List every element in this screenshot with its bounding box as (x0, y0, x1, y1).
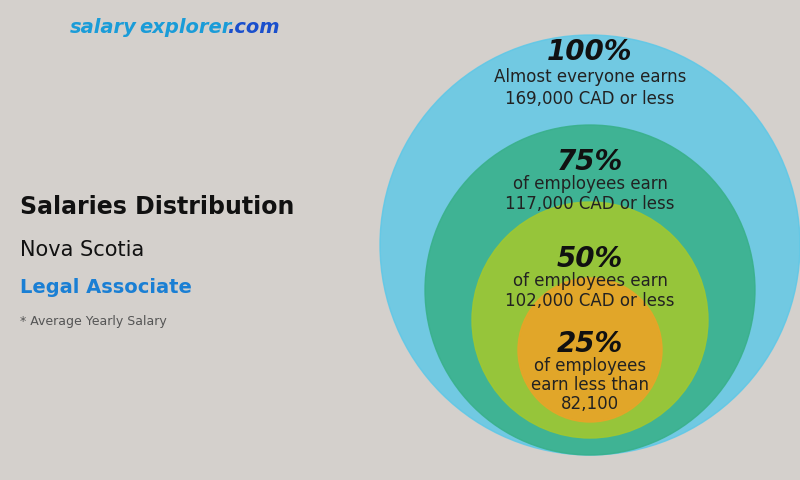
Text: 117,000 CAD or less: 117,000 CAD or less (506, 195, 674, 213)
Circle shape (425, 125, 755, 455)
Text: 25%: 25% (557, 330, 623, 358)
Text: 82,100: 82,100 (561, 395, 619, 413)
Text: Almost everyone earns: Almost everyone earns (494, 68, 686, 86)
Text: Legal Associate: Legal Associate (20, 278, 192, 297)
Text: 169,000 CAD or less: 169,000 CAD or less (506, 90, 674, 108)
Text: earn less than: earn less than (531, 376, 649, 394)
Text: .com: .com (227, 18, 280, 37)
Text: 102,000 CAD or less: 102,000 CAD or less (506, 292, 674, 310)
Text: 100%: 100% (547, 38, 633, 66)
Text: * Average Yearly Salary: * Average Yearly Salary (20, 315, 166, 328)
Circle shape (472, 202, 708, 438)
Text: Nova Scotia: Nova Scotia (20, 240, 144, 260)
Text: 75%: 75% (557, 148, 623, 176)
Circle shape (380, 35, 800, 455)
Circle shape (518, 278, 662, 422)
Text: explorer: explorer (139, 18, 231, 37)
Text: of employees: of employees (534, 357, 646, 375)
Text: Salaries Distribution: Salaries Distribution (20, 195, 294, 219)
Text: 50%: 50% (557, 245, 623, 273)
Text: salary: salary (70, 18, 137, 37)
Text: of employees earn: of employees earn (513, 175, 667, 193)
Text: of employees earn: of employees earn (513, 272, 667, 290)
